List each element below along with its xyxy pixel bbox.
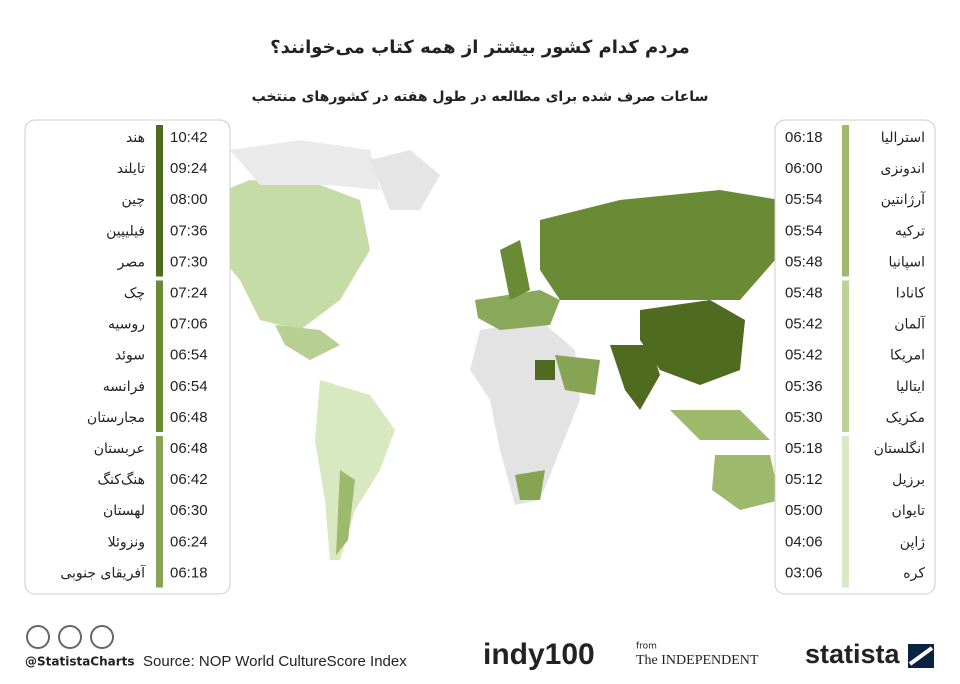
australia bbox=[712, 455, 780, 510]
group-bar bbox=[842, 125, 849, 277]
country: سوئد bbox=[115, 348, 145, 364]
country: مجارستان bbox=[87, 410, 145, 426]
egypt bbox=[535, 360, 555, 380]
time: 05:30 bbox=[785, 409, 823, 426]
time: 05:48 bbox=[785, 253, 823, 270]
independent-logo: The INDEPENDENT bbox=[636, 653, 759, 668]
group-bar bbox=[156, 436, 163, 588]
time: 05:18 bbox=[785, 440, 823, 457]
country: انگلستان bbox=[874, 440, 925, 457]
country: کره bbox=[903, 565, 925, 581]
time: 06:54 bbox=[170, 347, 208, 364]
group-bar bbox=[842, 280, 849, 432]
time: 07:30 bbox=[170, 253, 208, 270]
country: تایلند bbox=[117, 161, 145, 177]
indy-logo: indy100 bbox=[483, 638, 595, 671]
time: 06:48 bbox=[170, 440, 208, 457]
time: 05:36 bbox=[785, 378, 823, 395]
country: چین bbox=[121, 192, 145, 208]
group-bar bbox=[156, 125, 163, 277]
subtitle: ساعات صرف شده برای مطالعه در طول هفته در… bbox=[252, 89, 709, 105]
handle: @StatistaCharts bbox=[25, 655, 135, 669]
europe bbox=[475, 290, 560, 330]
lists: هند 10:42 تایلند 09:24 چین 08:00 فیلیپین 07:36 م… bbox=[60, 125, 926, 588]
india bbox=[610, 345, 660, 410]
cc-icons bbox=[26, 625, 114, 649]
country: ایتالیا bbox=[896, 379, 925, 395]
country: هند bbox=[126, 130, 145, 146]
country: مکزیک bbox=[886, 410, 925, 426]
source: Source: NOP World CultureScore Index bbox=[143, 653, 407, 670]
time: 09:24 bbox=[170, 160, 208, 177]
country: آفریقای جنوبی bbox=[60, 564, 146, 581]
time: 06:18 bbox=[785, 129, 823, 146]
indonesia bbox=[670, 410, 770, 440]
country: کانادا bbox=[896, 286, 926, 302]
country: عربستان bbox=[94, 441, 145, 457]
time: 06:00 bbox=[785, 160, 823, 177]
from: from bbox=[636, 642, 657, 652]
time: 05:48 bbox=[785, 284, 823, 301]
greenland bbox=[370, 150, 440, 210]
country: فیلیپین bbox=[106, 223, 145, 239]
time: 06:42 bbox=[170, 471, 208, 488]
time: 05:54 bbox=[785, 222, 823, 239]
time: 08:00 bbox=[170, 191, 208, 208]
time: 05:12 bbox=[785, 471, 823, 488]
arabia bbox=[555, 355, 600, 395]
right-panel bbox=[774, 119, 936, 595]
country: امریکا bbox=[890, 348, 925, 364]
time: 10:42 bbox=[170, 129, 208, 146]
country: ژاپن bbox=[900, 534, 925, 550]
arctic bbox=[230, 140, 380, 190]
statista-logo: statista bbox=[805, 639, 901, 669]
time: 05:42 bbox=[785, 316, 823, 333]
time: 06:30 bbox=[170, 502, 208, 519]
time: 03:06 bbox=[785, 564, 823, 581]
country: اسپانیا bbox=[889, 254, 926, 270]
country: چک bbox=[124, 286, 145, 302]
time: 07:06 bbox=[170, 316, 208, 333]
left-panel bbox=[24, 119, 231, 595]
country: برزیل bbox=[892, 472, 925, 488]
country: لهستان bbox=[103, 503, 145, 519]
country: روسیه bbox=[108, 317, 145, 333]
country: فرانسه bbox=[103, 379, 145, 395]
central-america bbox=[275, 325, 340, 360]
time: 07:36 bbox=[170, 222, 208, 239]
country: آرژانتین bbox=[881, 191, 926, 208]
group-bar bbox=[156, 280, 163, 432]
country: آلمان bbox=[894, 316, 926, 333]
time: 06:54 bbox=[170, 378, 208, 395]
time: 06:48 bbox=[170, 409, 208, 426]
country: استرالیا bbox=[881, 130, 925, 146]
world-map bbox=[200, 140, 780, 560]
russia bbox=[540, 190, 780, 300]
country: تایوان bbox=[892, 503, 926, 519]
china bbox=[640, 300, 745, 385]
statista-icon-mark bbox=[908, 646, 934, 666]
north-america bbox=[200, 180, 370, 330]
country: ترکیه bbox=[895, 223, 925, 239]
time: 04:06 bbox=[785, 533, 823, 550]
time: 05:54 bbox=[785, 191, 823, 208]
time: 06:24 bbox=[170, 533, 208, 550]
south-america bbox=[315, 380, 395, 560]
time: 05:42 bbox=[785, 347, 823, 364]
argentina bbox=[336, 470, 355, 555]
title: مردم کدام کشور بیشتر از همه کتاب می‌خوان… bbox=[270, 37, 690, 58]
scandinavia bbox=[500, 240, 530, 300]
time: 05:00 bbox=[785, 502, 823, 519]
country: هنگ‌کنگ bbox=[97, 471, 145, 488]
time: 06:18 bbox=[170, 564, 208, 581]
time: 07:24 bbox=[170, 284, 208, 301]
south-africa bbox=[515, 470, 545, 500]
country: ونزوئلا bbox=[108, 534, 145, 550]
group-bar bbox=[842, 436, 849, 588]
country: مصر bbox=[117, 254, 145, 270]
country: اندونزی bbox=[881, 161, 925, 177]
